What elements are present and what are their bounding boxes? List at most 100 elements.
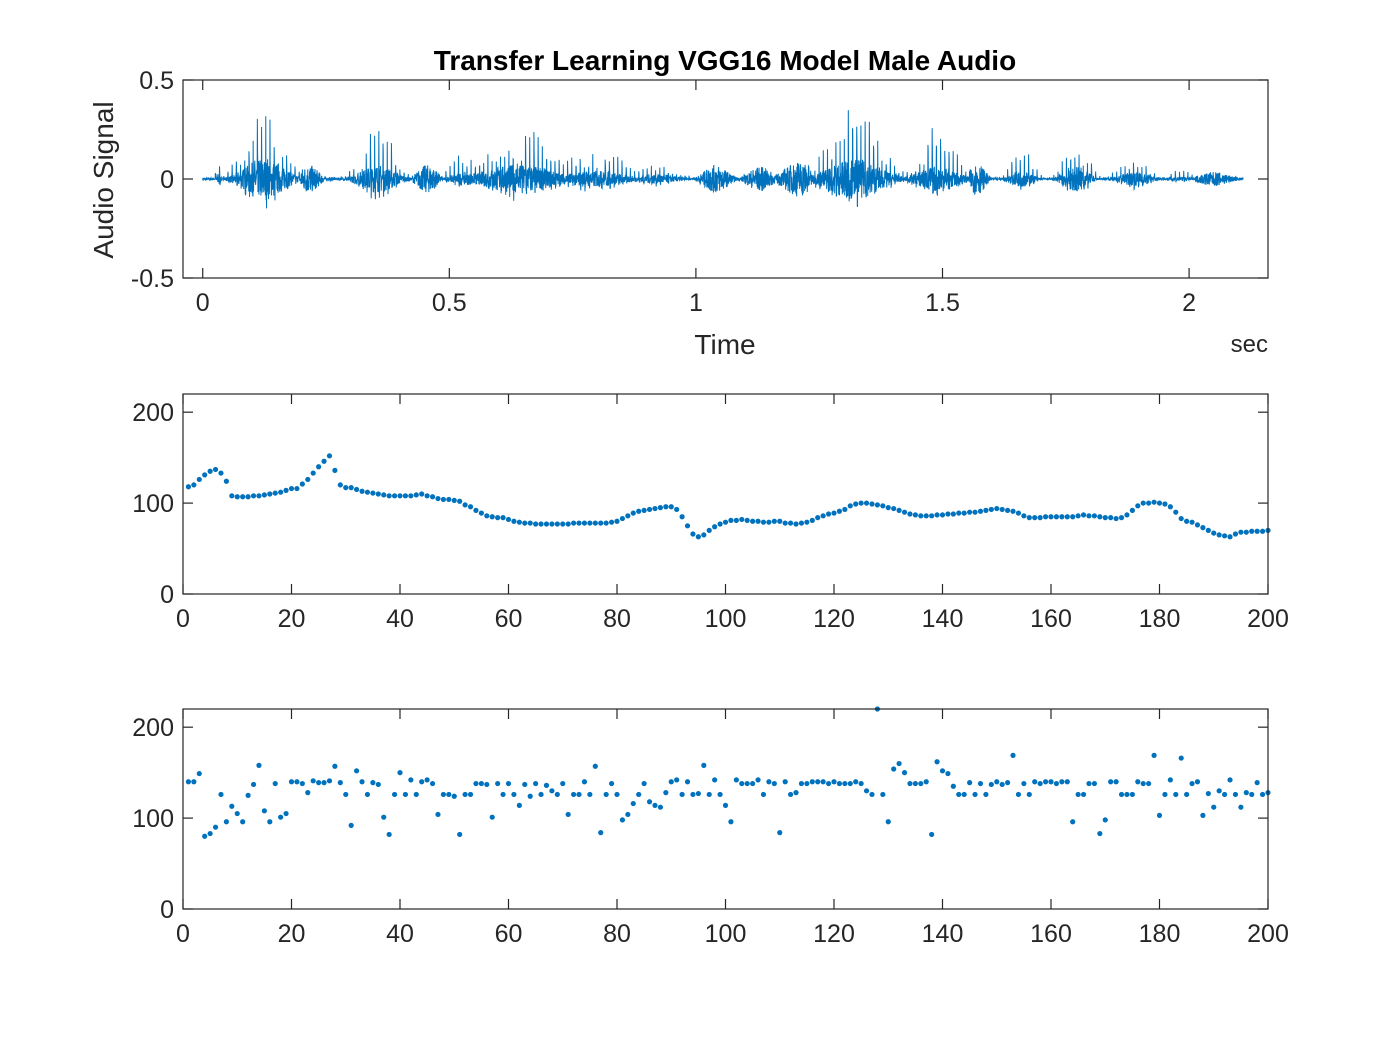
pitch-bottom-point <box>218 791 224 798</box>
pitch-bottom-point <box>402 791 409 798</box>
pitch-bottom-point <box>305 790 311 796</box>
pitch-bottom-point <box>701 762 707 768</box>
pitch-bottom-point <box>1064 779 1070 785</box>
pitch-top-point <box>1194 522 1201 528</box>
pitch-top-x-tick-label: 120 <box>813 605 855 633</box>
pitch-top-point <box>934 512 940 518</box>
pitch-top-point <box>1124 512 1130 518</box>
pitch-bottom-point <box>261 808 267 814</box>
pitch-top-point <box>332 467 338 473</box>
pitch-top-point <box>1140 500 1146 506</box>
pitch-bottom-point <box>1205 790 1211 797</box>
pitch-top-point <box>1259 528 1266 534</box>
pitch-bottom-point <box>283 810 289 817</box>
pitch-bottom-point <box>901 770 908 776</box>
pitch-bottom-point <box>788 791 794 798</box>
pitch-bottom-point <box>842 780 848 787</box>
pitch-top-point <box>999 506 1005 513</box>
audio-waveform-line <box>202 110 1244 209</box>
pitch-top-point <box>804 519 810 525</box>
pitch-bottom-point <box>1124 791 1130 798</box>
pitch-top-point <box>863 500 870 506</box>
pitch-top-point <box>1184 518 1190 524</box>
pitch-top-point <box>1053 514 1060 520</box>
pitch-bottom-point <box>641 780 647 787</box>
pitch-top-point <box>858 500 864 506</box>
pitch-top-point <box>565 521 571 527</box>
pitch-top-point <box>207 468 213 474</box>
pitch-top-point <box>842 506 848 513</box>
pitch-top-point <box>950 511 956 517</box>
pitch-top-point <box>359 488 365 494</box>
pitch-top-point <box>326 453 333 459</box>
pitch-top-point <box>484 513 490 519</box>
pitch-top-point <box>755 518 761 524</box>
pitch-bottom-point <box>1021 780 1027 787</box>
pitch-top-point <box>218 470 224 476</box>
pitch-top-point <box>1118 515 1125 521</box>
pitch-bottom-point <box>484 781 490 788</box>
pitch-bottom-point <box>907 780 913 787</box>
pitch-top-x-tick-label: 100 <box>705 605 747 633</box>
pitch-top-point <box>1216 532 1222 538</box>
pitch-bottom-point <box>354 768 360 774</box>
audio-x-axis: 0 0.5 1 1.5 2 <box>196 80 1196 317</box>
pitch-top-point <box>641 507 647 513</box>
pitch-bottom-point <box>495 780 501 787</box>
pitch-bottom-point <box>321 780 327 786</box>
pitch-bottom-point <box>804 780 810 787</box>
pitch-top-point <box>1075 513 1081 519</box>
pitch-top-x-tick-label: 20 <box>278 605 306 633</box>
pitch-bottom-point <box>278 814 284 820</box>
pitch-top-point <box>1005 507 1011 513</box>
pitch-top-point <box>636 508 642 514</box>
pitch-bottom-point <box>956 791 962 798</box>
pitch-bottom-point <box>652 802 658 808</box>
pitch-top-point <box>299 481 305 487</box>
pitch-top-y-axis: 0 100 200 <box>132 399 1268 609</box>
pitch-top-point <box>543 521 550 527</box>
pitch-bottom-point <box>413 791 419 798</box>
pitch-bottom-point <box>1173 791 1179 798</box>
pitch-top-point <box>1211 530 1217 536</box>
pitch-top-point <box>294 485 300 492</box>
pitch-top-point <box>316 464 322 470</box>
pitch-bottom-point <box>419 779 425 785</box>
pitch-top-point <box>1135 503 1141 509</box>
pitch-top-point <box>1037 515 1043 521</box>
pitch-top-point <box>451 497 457 503</box>
pitch-bottom-point <box>782 779 788 785</box>
pitch-bottom-point <box>598 830 604 836</box>
pitch-top-point <box>375 491 381 497</box>
pitch-top-point <box>364 489 371 495</box>
pitch-top-point <box>820 513 826 519</box>
pitch-bottom-point <box>592 763 598 769</box>
pitch-top-point <box>1232 531 1239 537</box>
pitch-top-point <box>625 513 631 519</box>
pitch-bottom-point <box>1189 780 1195 787</box>
pitch-top-point <box>977 508 984 514</box>
pitch-top-point <box>1010 508 1016 514</box>
pitch-top-point <box>1042 514 1049 520</box>
pitch-top-point <box>809 517 815 523</box>
pitch-bottom-point <box>381 814 387 820</box>
pitch-bottom-point <box>440 791 446 798</box>
pitch-top-point <box>571 520 577 526</box>
pitch-bottom-point <box>1070 819 1076 825</box>
pitch-top-point <box>397 493 403 499</box>
pitch-top-point <box>489 514 495 520</box>
pitch-top-point <box>1205 527 1211 533</box>
pitch-top-point <box>234 494 240 500</box>
pitch-top-point <box>836 508 843 514</box>
pitch-top-point <box>874 502 881 508</box>
pitch-top-x-tick-label: 60 <box>495 605 523 633</box>
pitch-bottom-point <box>408 777 414 783</box>
pitch-top-point <box>592 520 598 526</box>
pitch-bottom-x-axis: 0 20 40 60 80 100 120 140 160 180 200 <box>176 709 1289 948</box>
pitch-bottom-point <box>836 780 843 787</box>
pitch-bottom-point <box>712 777 718 783</box>
pitch-top-point <box>701 532 707 538</box>
pitch-top-point <box>598 520 604 526</box>
